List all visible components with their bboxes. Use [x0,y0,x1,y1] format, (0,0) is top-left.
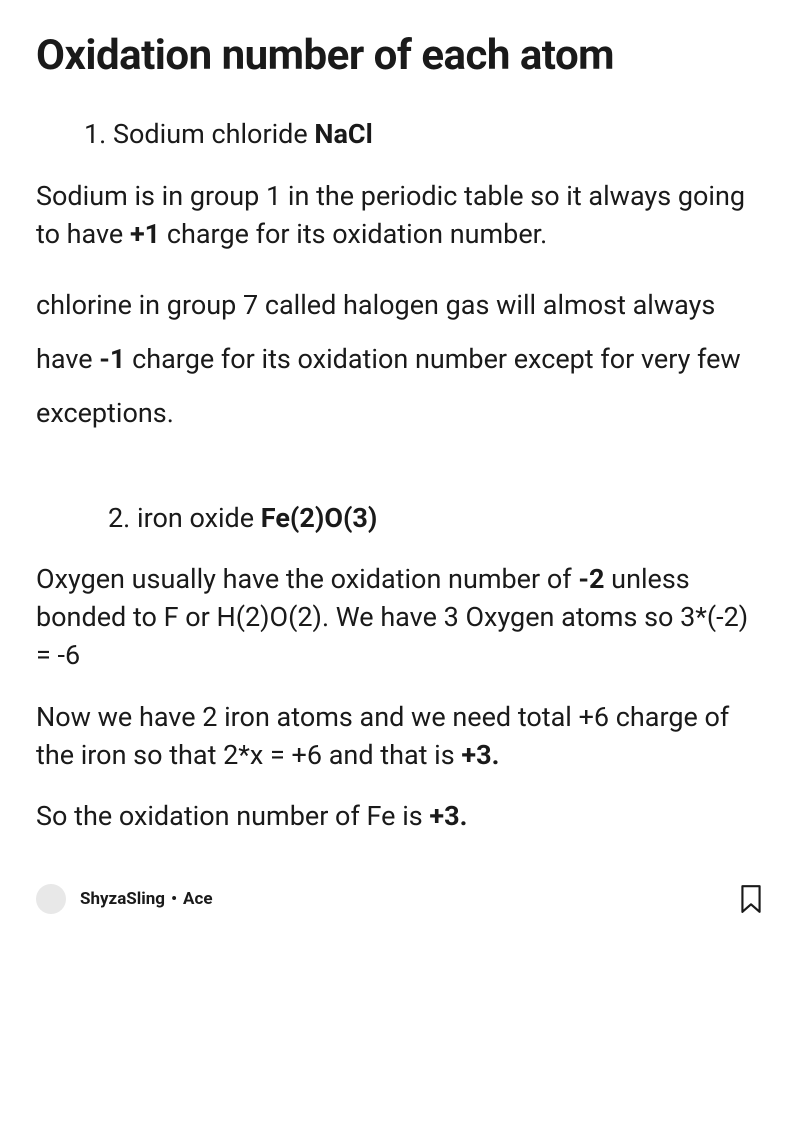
list-number-2: 2. [108,502,130,534]
username[interactable]: ShyzaSling [80,889,165,909]
compound-name-2: iron oxide [137,502,254,534]
author-meta: ShyzaSling • Ace [80,889,213,909]
p4-bold: +3. [461,739,499,771]
p1-bold: +1 [130,218,160,250]
page-title: Oxidation number of each atom [36,32,764,80]
list-number-1: 1. [84,118,106,150]
bookmark-icon[interactable] [738,884,764,914]
compound-name-1: Sodium chloride [113,118,308,150]
author-info: ShyzaSling • Ace [36,884,213,914]
p2-text-2: charge for its oxidation number except f… [36,343,741,429]
p3-bold: -2 [578,563,604,595]
user-rank: Ace [183,889,212,909]
answer-footer: ShyzaSling • Ace [36,876,764,914]
p1-text-2: charge for its oxidation number. [160,218,547,250]
p5-text-1: So the oxidation number of Fe is [36,800,429,832]
paragraph-4: Now we have 2 iron atoms and we need tot… [36,699,764,775]
separator: • [171,889,177,909]
paragraph-5: So the oxidation number of Fe is +3. [36,798,764,836]
compound-formula-1: NaCl [314,118,372,150]
p4-text: Now we have 2 iron atoms and we need tot… [36,701,729,771]
paragraph-3: Oxygen usually have the oxidation number… [36,561,764,674]
p3-text-1: Oxygen usually have the oxidation number… [36,563,578,595]
p5-bold: +3. [429,800,467,832]
paragraph-1: Sodium is in group 1 in the periodic tab… [36,178,764,254]
p2-bold: -1 [99,343,125,375]
compound-formula-2: Fe(2)O(3) [261,502,378,534]
avatar[interactable] [36,884,66,914]
paragraph-2: chlorine in group 7 called halogen gas w… [36,278,764,440]
list-item-2: 2. iron oxide Fe(2)O(3) [36,500,764,538]
list-item-1: 1. Sodium chloride NaCl [36,116,764,154]
